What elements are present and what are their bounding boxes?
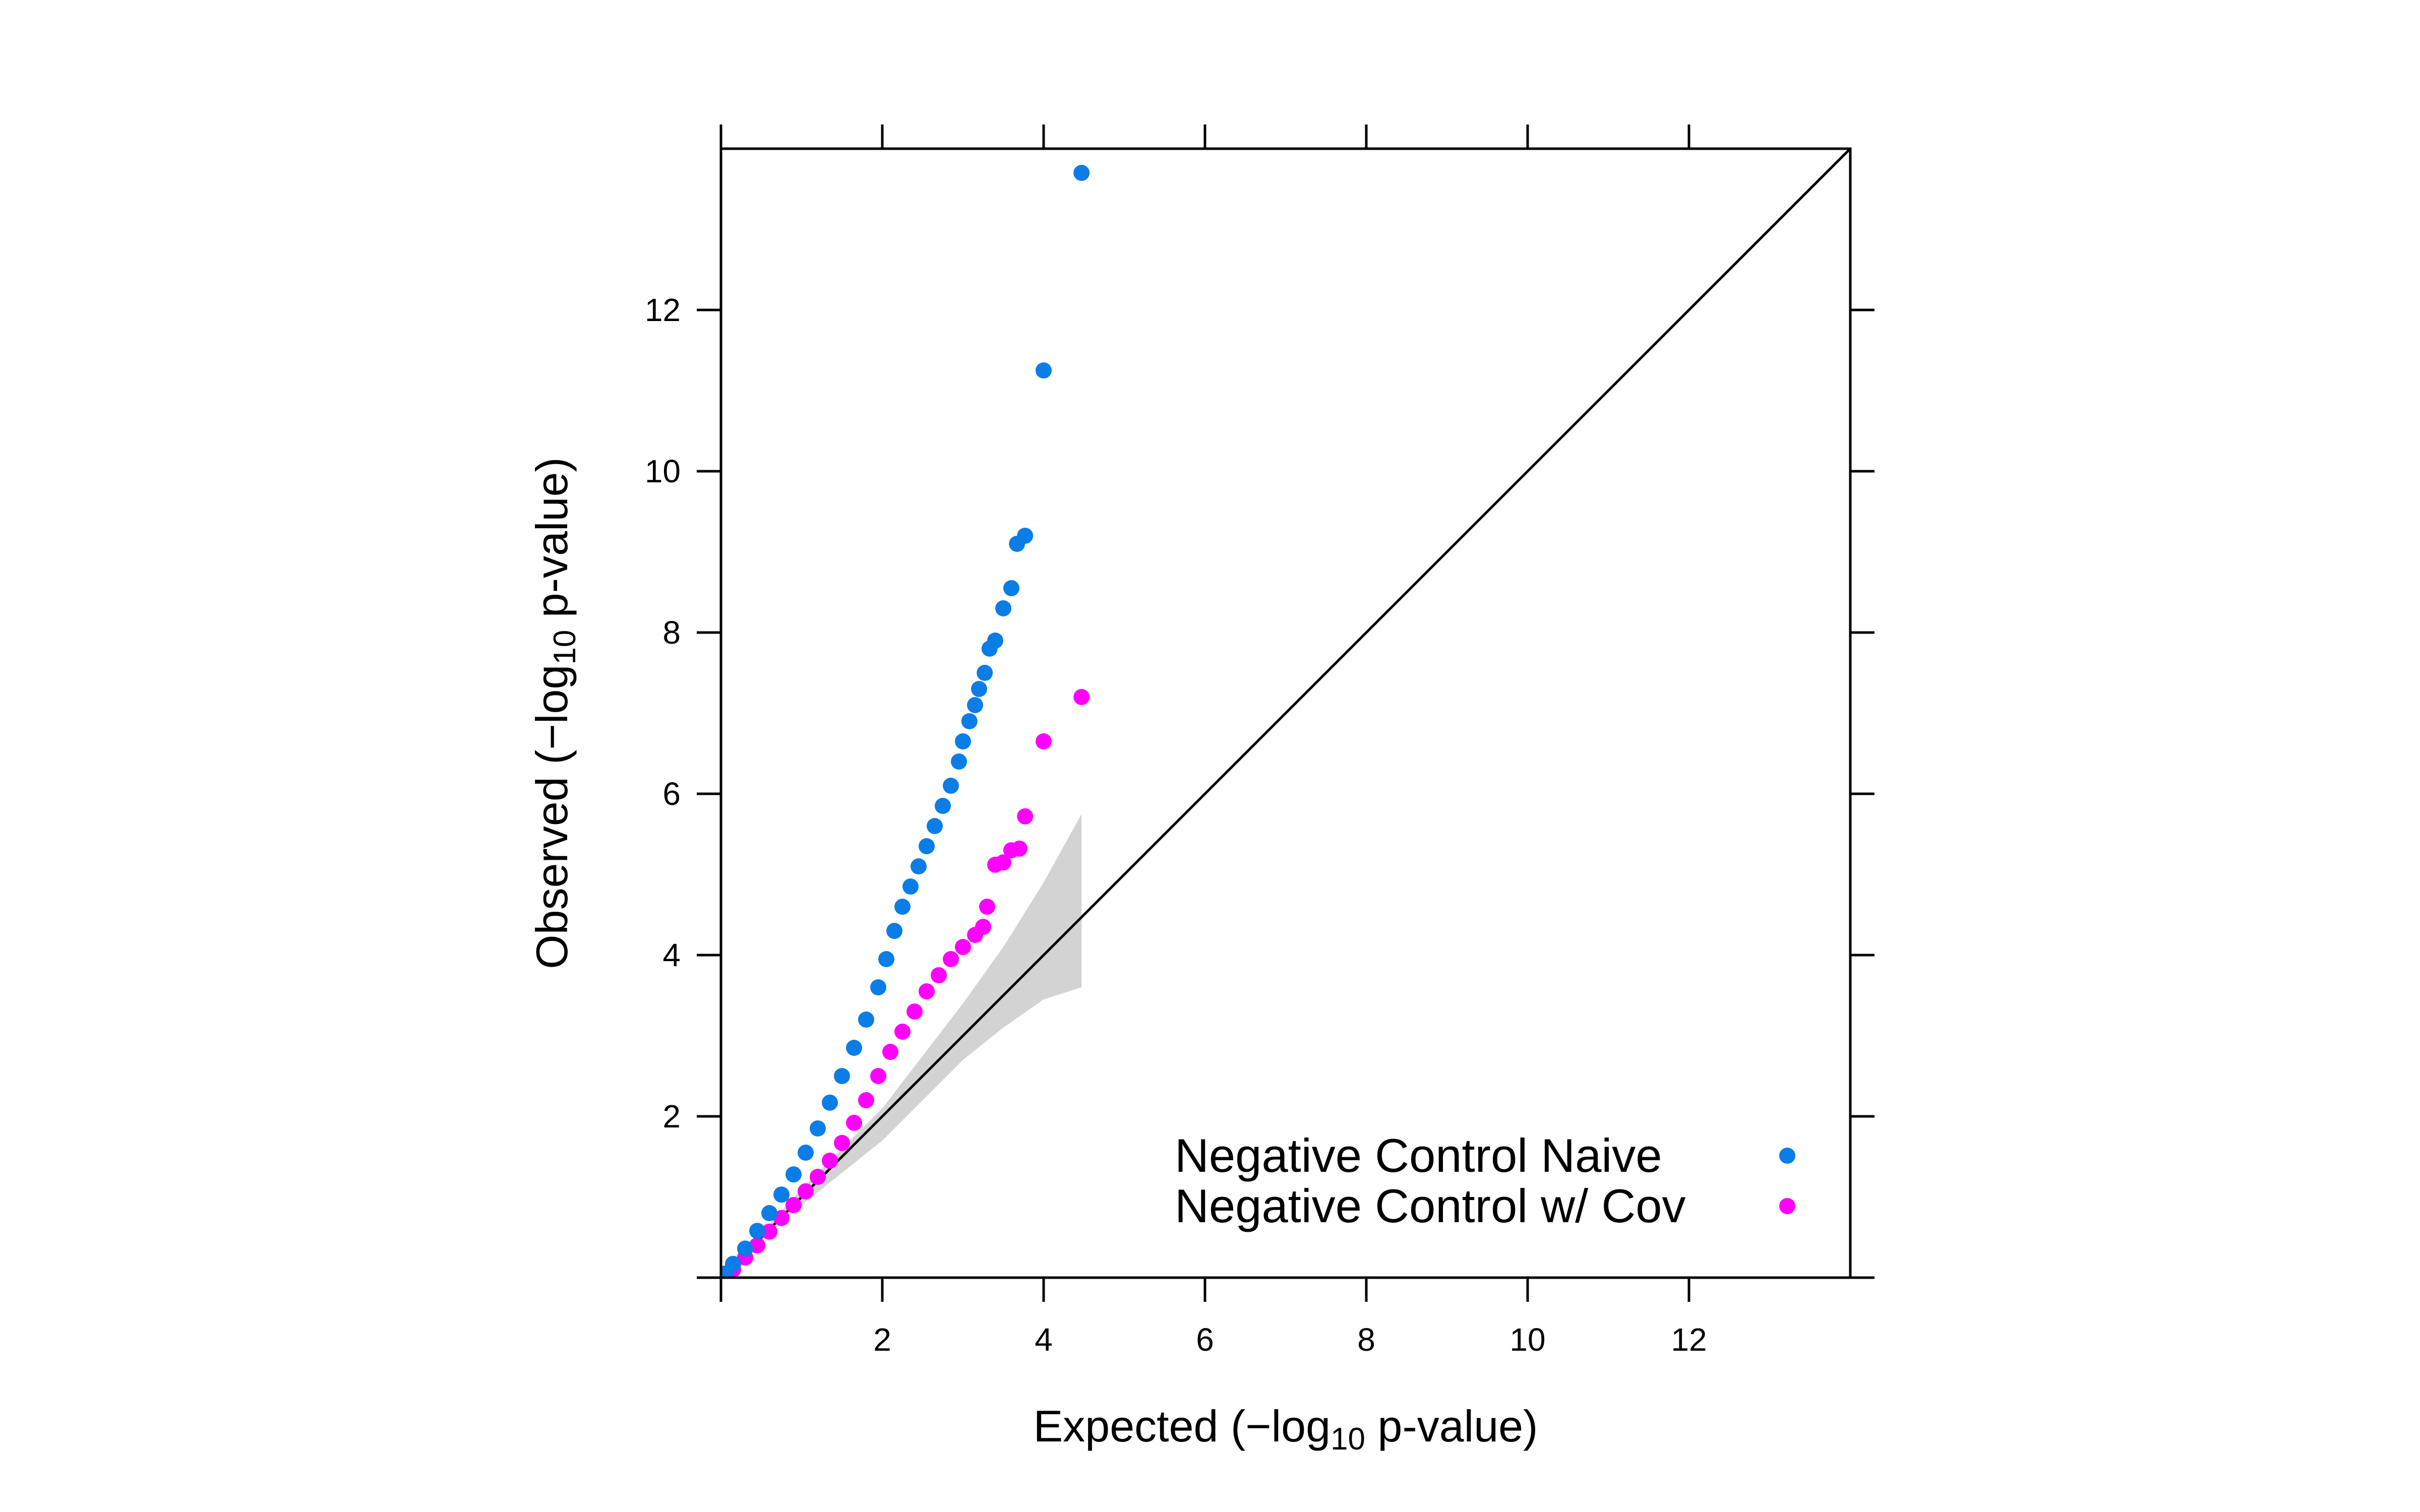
data-point-cov bbox=[810, 1169, 826, 1185]
data-point-cov bbox=[749, 1237, 765, 1253]
data-point-naive bbox=[1003, 580, 1019, 596]
x-axis-title-sub: 10 bbox=[1330, 1422, 1365, 1457]
data-point-naive bbox=[878, 951, 894, 967]
x-tick-label: 8 bbox=[1357, 1321, 1375, 1358]
legend-marker-naive bbox=[1779, 1148, 1795, 1164]
x-axis-title: Expected (−log10 p-value) bbox=[1034, 1401, 1538, 1457]
data-point-naive bbox=[822, 1094, 838, 1111]
x-tick-label: 4 bbox=[1035, 1321, 1053, 1358]
data-point-naive bbox=[951, 753, 967, 770]
data-point-naive bbox=[1017, 528, 1034, 544]
data-point-naive bbox=[834, 1068, 850, 1084]
data-point-cov bbox=[858, 1092, 874, 1108]
data-point-cov bbox=[1073, 689, 1090, 705]
legend-label-naive: Negative Control Naive bbox=[1175, 1129, 1662, 1182]
data-point-naive bbox=[902, 878, 919, 895]
y-tick-label: 2 bbox=[662, 1098, 681, 1135]
data-point-naive bbox=[911, 858, 927, 874]
data-point-naive bbox=[935, 798, 951, 814]
x-tick-label: 6 bbox=[1196, 1321, 1214, 1358]
data-point-cov bbox=[995, 854, 1011, 870]
data-point-naive bbox=[761, 1205, 777, 1221]
data-point-naive bbox=[1036, 362, 1052, 379]
data-point-naive bbox=[961, 713, 978, 729]
data-point-naive bbox=[858, 1012, 874, 1028]
data-point-cov bbox=[761, 1223, 777, 1240]
data-point-cov bbox=[894, 1024, 911, 1040]
data-point-cov bbox=[919, 983, 935, 999]
data-point-naive bbox=[749, 1223, 765, 1239]
data-point-cov bbox=[822, 1153, 838, 1169]
data-point-cov bbox=[882, 1044, 898, 1060]
data-point-naive bbox=[798, 1145, 814, 1161]
data-point-naive bbox=[971, 681, 987, 697]
data-point-naive bbox=[725, 1255, 741, 1272]
data-point-cov bbox=[773, 1210, 790, 1226]
data-point-naive bbox=[810, 1120, 826, 1137]
x-axis-title-pre: Expected (−log bbox=[1034, 1401, 1331, 1451]
data-point-naive bbox=[955, 733, 971, 749]
data-point-naive bbox=[785, 1166, 802, 1183]
x-tick-label: 12 bbox=[1671, 1321, 1707, 1358]
y-tick-label: 10 bbox=[645, 453, 681, 489]
data-point-cov bbox=[979, 899, 995, 915]
y-axis-title-sub: 10 bbox=[548, 630, 582, 665]
data-point-naive bbox=[886, 923, 902, 939]
data-point-cov bbox=[846, 1114, 862, 1131]
data-point-naive bbox=[987, 633, 1003, 649]
data-point-naive bbox=[967, 697, 983, 713]
data-point-cov bbox=[955, 939, 971, 955]
data-point-naive bbox=[943, 778, 959, 794]
y-tick-label: 4 bbox=[662, 937, 681, 973]
y-tick-label: 8 bbox=[662, 614, 681, 651]
plot-frame bbox=[719, 147, 1852, 1279]
data-point-cov bbox=[1017, 808, 1034, 825]
data-point-cov bbox=[906, 1003, 923, 1020]
data-point-cov bbox=[975, 919, 991, 935]
data-point-naive bbox=[1073, 165, 1090, 181]
data-point-cov bbox=[785, 1197, 802, 1213]
data-point-naive bbox=[846, 1040, 862, 1056]
data-point-cov bbox=[1036, 733, 1052, 749]
data-point-naive bbox=[773, 1186, 790, 1203]
legend-marker-cov bbox=[1779, 1198, 1795, 1214]
y-axis-title: Observed (−log10 p-value) bbox=[527, 457, 582, 969]
data-point-naive bbox=[919, 838, 935, 854]
data-point-naive bbox=[995, 600, 1011, 616]
data-point-naive bbox=[894, 899, 911, 915]
data-point-naive bbox=[927, 818, 943, 834]
y-axis-title-pre: Observed (−log bbox=[527, 665, 577, 969]
legend: Negative Control Naive Negative Control … bbox=[1175, 1129, 1795, 1232]
data-point-cov bbox=[1011, 840, 1027, 857]
x-tick-label: 10 bbox=[1509, 1321, 1545, 1358]
data-point-cov bbox=[834, 1135, 850, 1151]
x-tick-label: 2 bbox=[873, 1321, 891, 1358]
y-tick-label: 12 bbox=[645, 292, 681, 328]
reference-line bbox=[721, 149, 1850, 1278]
data-point-cov bbox=[870, 1068, 886, 1084]
y-tick-label: 6 bbox=[662, 776, 681, 812]
data-point-cov bbox=[931, 967, 947, 983]
data-point-naive bbox=[737, 1240, 753, 1257]
data-point-cov bbox=[943, 951, 959, 967]
data-point-naive bbox=[870, 979, 886, 995]
data-point-naive bbox=[977, 665, 993, 681]
y-axis-title-post: p-value) bbox=[527, 457, 577, 629]
data-point-cov bbox=[798, 1183, 814, 1200]
legend-label-cov: Negative Control w/ Cov bbox=[1175, 1179, 1686, 1232]
x-axis-title-post: p-value) bbox=[1365, 1401, 1538, 1451]
